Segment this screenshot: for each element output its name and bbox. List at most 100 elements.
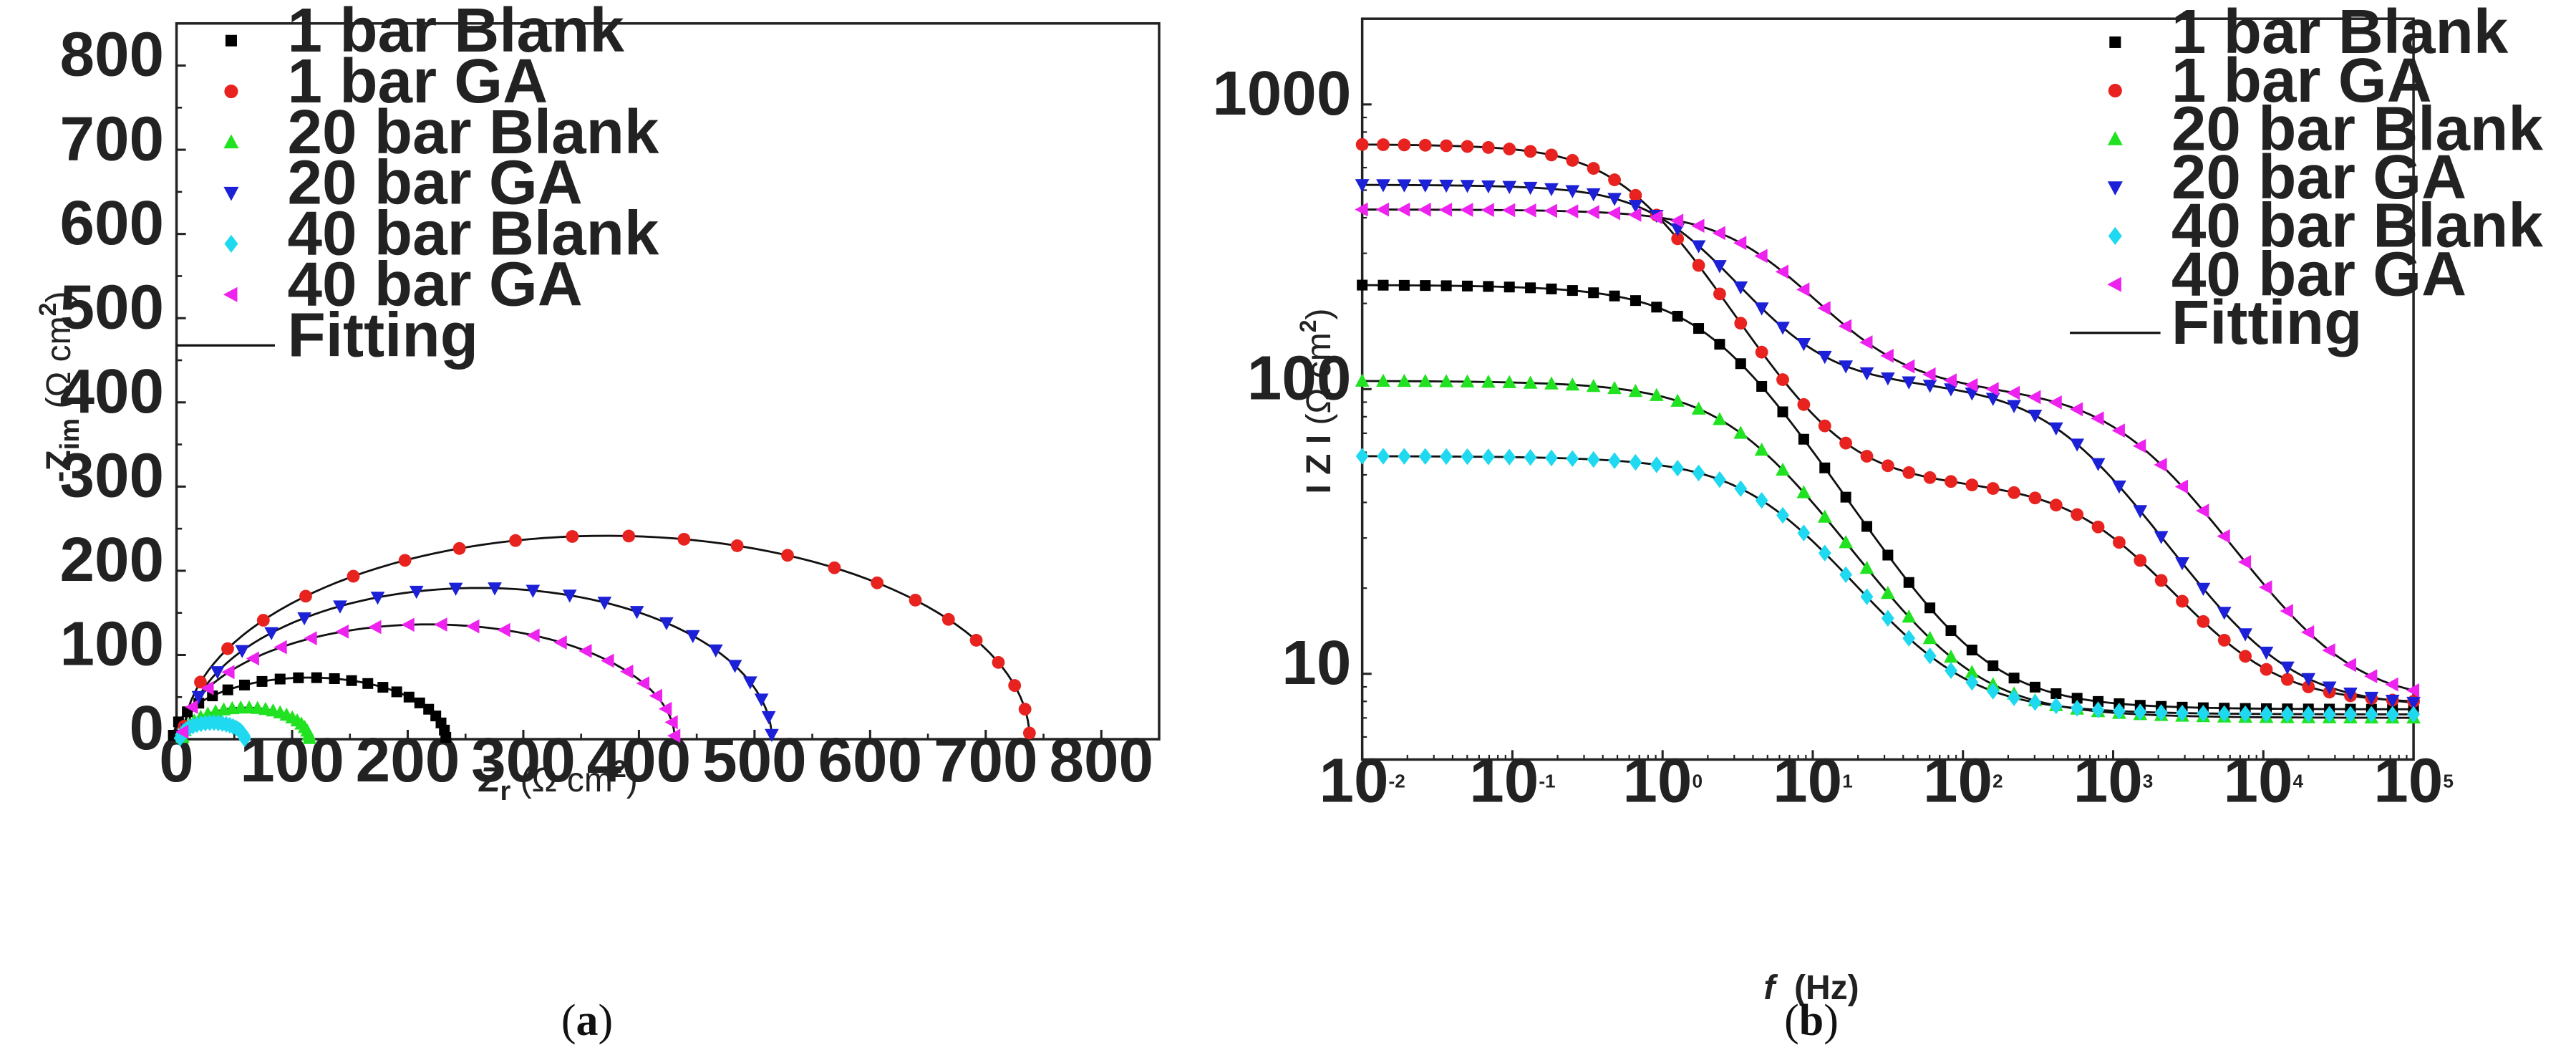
legend-label: 1 bar GA — [2171, 46, 2432, 115]
data-point — [1923, 647, 1937, 665]
data-point — [2154, 574, 2168, 587]
data-point — [335, 624, 349, 639]
legend-label: 20 bar GA — [2171, 143, 2466, 212]
data-point — [1796, 337, 1811, 352]
data-point — [727, 660, 742, 673]
data-point — [1586, 379, 1601, 392]
data-point — [1671, 232, 1685, 246]
data-point — [377, 682, 389, 693]
data-point — [1797, 524, 1811, 541]
data-point — [2008, 486, 2020, 499]
data-point — [297, 612, 311, 626]
data-point — [1880, 348, 1894, 363]
data-point — [1818, 419, 1831, 433]
data-point — [256, 614, 270, 627]
data-point — [1986, 683, 2000, 700]
y-tick-label: 200 — [59, 525, 164, 594]
data-point — [2174, 479, 2188, 494]
data-point — [362, 678, 374, 689]
data-point — [1670, 223, 1685, 237]
data-point — [2050, 688, 2062, 699]
data-point — [1355, 448, 1369, 465]
data-point — [452, 541, 466, 555]
data-point — [2197, 705, 2210, 722]
data-point — [293, 672, 304, 683]
data-point — [246, 651, 259, 666]
data-point — [664, 715, 678, 730]
nyquist-plot-frame — [175, 21, 1161, 741]
data-point — [2196, 504, 2209, 518]
data-point — [1713, 287, 1726, 301]
data-point — [1798, 433, 1809, 445]
data-point — [1881, 372, 1895, 386]
data-point — [1566, 450, 1579, 467]
data-point — [2048, 395, 2062, 410]
data-point — [414, 697, 425, 708]
data-point — [1902, 630, 1916, 647]
nyquist-fit-curves — [172, 534, 1031, 739]
data-point — [1586, 205, 1599, 219]
data-point — [1881, 610, 1894, 627]
data-point — [1945, 662, 1957, 680]
data-point — [256, 675, 268, 687]
panel-a-caption: (a) — [561, 996, 613, 1045]
data-point — [2217, 607, 2232, 620]
data-point — [2196, 582, 2211, 597]
data-point — [368, 620, 382, 635]
legend-label: 20 bar Blank — [2171, 94, 2543, 163]
data-point — [434, 617, 447, 632]
data-point — [1418, 374, 1433, 387]
data-point — [1525, 282, 1536, 294]
data-point — [2302, 680, 2315, 693]
data-point — [1754, 442, 1769, 456]
data-point — [210, 666, 225, 680]
data-point — [273, 640, 287, 655]
data-point — [1859, 367, 1874, 381]
legend-marker — [223, 186, 239, 201]
data-point — [2175, 557, 2189, 571]
x-tick-label: 100 — [240, 726, 344, 795]
data-point — [1008, 679, 1022, 692]
data-point — [1545, 449, 1558, 467]
data-point — [1859, 560, 1874, 574]
data-point — [2302, 705, 2315, 723]
data-point — [1607, 206, 1621, 221]
data-point — [409, 585, 424, 599]
data-point — [488, 582, 502, 596]
data-point — [2364, 669, 2378, 683]
data-point — [1776, 506, 1789, 524]
legend-marker — [223, 134, 239, 149]
data-point — [1630, 295, 1641, 307]
data-point — [2006, 385, 2020, 400]
data-point — [1965, 478, 1979, 491]
data-point — [448, 582, 463, 596]
x-tick-label: 500 — [702, 726, 807, 795]
x-tick-label: 800 — [1049, 726, 1153, 795]
data-point — [1565, 204, 1579, 218]
data-point — [1377, 138, 1390, 151]
x-tick-label: 101 — [1773, 746, 1853, 815]
data-point — [1818, 544, 1831, 562]
data-point — [1397, 373, 1412, 387]
data-point — [1902, 609, 1917, 623]
data-point — [2217, 529, 2230, 544]
data-point — [274, 673, 286, 685]
legend-label: 40 bar GA — [2171, 239, 2466, 309]
data-point — [391, 686, 402, 698]
data-point — [1670, 393, 1685, 407]
y-tick-label: 700 — [59, 104, 164, 173]
data-point — [1733, 425, 1748, 439]
bode-data-points — [1355, 138, 2421, 724]
data-point — [1481, 375, 1496, 388]
data-point — [2154, 531, 2169, 544]
data-point — [1481, 180, 1496, 194]
legend-label: 1 bar GA — [287, 47, 548, 116]
data-point — [207, 690, 218, 702]
data-point — [2133, 505, 2148, 519]
data-point — [2344, 705, 2357, 723]
data-point — [1775, 264, 1788, 279]
data-point — [1397, 179, 1412, 193]
data-point — [2091, 701, 2105, 718]
